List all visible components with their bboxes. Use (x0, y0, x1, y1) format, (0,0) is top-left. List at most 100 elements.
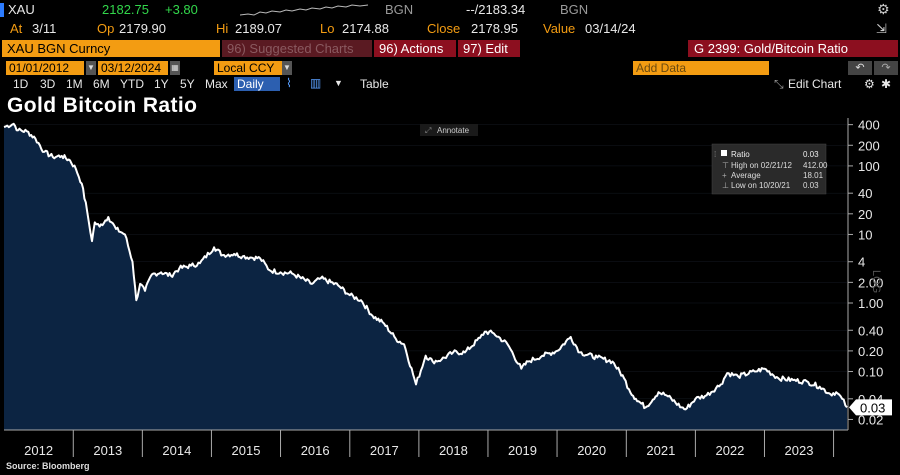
redo-icon[interactable]: ↷ (874, 61, 898, 75)
legend-dots-icon: ⁞ (714, 150, 716, 159)
start-date-field[interactable]: 01/01/2012 (6, 61, 84, 75)
period-max[interactable]: Max (205, 77, 228, 91)
x-tick-label: 2013 (93, 443, 122, 458)
period-1d[interactable]: 1D (13, 77, 29, 91)
series-ratio-area (4, 123, 847, 431)
y-tick-label: 40 (858, 186, 872, 201)
x-tick-label: 2015 (232, 443, 261, 458)
y-tick-label: 2.00 (858, 275, 883, 290)
value-date: 03/14/24 (585, 21, 636, 36)
bar-chart-icon[interactable]: ▥ (310, 76, 322, 90)
legend-swatch (721, 150, 727, 156)
x-axis: 2012 2013 2014 2015 2016 2017 2018 2019 2020 2021… (4, 429, 848, 458)
edit-chart-icon[interactable]: ⤡ (774, 77, 784, 91)
last-value-box (856, 399, 892, 416)
sparkline-icon (240, 4, 369, 16)
price-change: +3.80 (165, 2, 198, 17)
y-axis: 40020010040201042.001.000.400.200.100.04… (847, 118, 883, 430)
y-tick-label: 1.00 (858, 296, 883, 311)
export-icon[interactable]: ⇲ (876, 21, 887, 36)
legend-low-value: 0.03 (803, 181, 819, 190)
edit-chart-button[interactable]: Edit Chart (788, 77, 842, 91)
y-tick-label: 4 (858, 255, 865, 270)
quote-bar: XAU 2182.75 +3.80 BGN --/2183.34 BGN ⚙ (0, 0, 900, 21)
x-tick-label: 2022 (715, 443, 744, 458)
log-scale-icon: LOG (870, 270, 882, 293)
chevron-down-icon[interactable]: ▼ (282, 61, 292, 75)
low-label: Lo (320, 21, 335, 36)
currency-select[interactable]: Local CCY (214, 61, 282, 75)
toolbar-periods: 1D 3D 1M 6M YTD 1Y 5Y Max Daily ⌇ ▥ ▼ Ta… (0, 76, 900, 91)
legend-low-label: Low on 10/20/21 (731, 181, 791, 190)
annotate-button[interactable]: ⤢ Annotate (420, 124, 478, 136)
x-tick-label: 2023 (785, 443, 814, 458)
average-marker-icon: + (722, 171, 727, 180)
ticker-marker (0, 3, 4, 17)
add-data-input[interactable]: Add Data (633, 61, 769, 75)
zoom-icon[interactable]: ✱ (881, 77, 892, 91)
y-tick-label: 20 (858, 207, 872, 222)
period-6m[interactable]: 6M (93, 77, 110, 91)
frequency-select[interactable]: Daily (234, 77, 280, 91)
value-date-label: Value (543, 21, 576, 36)
bid-ask: --/2183.34 (466, 2, 526, 17)
legend-average-label: Average (731, 171, 761, 180)
high-label: Hi (216, 21, 229, 36)
at-label: At (10, 21, 23, 36)
annotate-icon: ⤢ (424, 126, 431, 135)
y-tick-label: 200 (858, 138, 880, 153)
open-value: 2179.90 (119, 21, 166, 36)
period-5y[interactable]: 5Y (180, 77, 195, 91)
y-tick-label: 0.40 (858, 323, 883, 338)
period-ytd[interactable]: YTD (120, 77, 144, 91)
y-tick-label: 0.10 (858, 365, 883, 380)
y-tick-label: 0.20 (858, 344, 883, 359)
open-label: Op (97, 21, 115, 36)
x-tick-label: 2019 (508, 443, 537, 458)
undo-icon[interactable]: ↶ (848, 61, 872, 75)
x-tick-label: 2017 (370, 443, 399, 458)
series-ratio-line (3, 122, 848, 411)
low-value: 2174.88 (342, 21, 389, 36)
chart-id-label: G 2399: Gold/Bitcoin Ratio (688, 40, 898, 57)
low-marker-icon: ⊥ (722, 181, 729, 190)
stat-bar: At 3/11 Op 2179.90 Hi 2189.07 Lo 2174.88… (0, 21, 900, 39)
period-1y[interactable]: 1Y (154, 77, 169, 91)
legend-average-value: 18.01 (803, 171, 824, 180)
edit-button[interactable]: 97) Edit (458, 40, 520, 57)
toolbar-range: 01/01/2012 ▼ 03/12/2024 ▦ Local CCY ▼ Ad… (0, 60, 900, 76)
period-3d[interactable]: 3D (40, 77, 56, 91)
close-label: Close (427, 21, 461, 36)
x-tick-label: 2021 (646, 443, 675, 458)
actions-button[interactable]: 96) Actions (374, 40, 456, 57)
chevron-down-icon[interactable]: ▼ (334, 78, 343, 88)
x-tick-label: 2018 (439, 443, 468, 458)
legend: ⁞ Ratio 0.03 ⊤ High on 02/21/12 412.00 +… (711, 143, 828, 195)
last-price: 2182.75 (102, 2, 149, 17)
chevron-down-icon[interactable]: ▼ (86, 61, 96, 75)
chart-title: Gold Bitcoin Ratio (7, 94, 198, 117)
high-value: 2189.07 (235, 21, 282, 36)
ticker-symbol[interactable]: XAU (8, 2, 35, 17)
line-chart-icon[interactable]: ⌇ (286, 76, 292, 90)
last-value-pointer (849, 399, 856, 416)
last-value-label: 0.03 (860, 400, 885, 415)
legend-high-value: 412.00 (803, 161, 828, 170)
close-value: 2178.95 (471, 21, 518, 36)
source-note: Source: Bloomberg (6, 461, 90, 471)
high-marker-icon: ⊤ (722, 161, 729, 170)
period-1m[interactable]: 1M (66, 77, 83, 91)
security-field[interactable]: XAU BGN Curncy (2, 40, 220, 57)
x-tick-label: 2014 (162, 443, 191, 458)
gear-icon[interactable]: ⚙ (864, 77, 875, 91)
table-button[interactable]: Table (360, 77, 389, 91)
y-tick-label: 10 (858, 227, 872, 242)
settings-icon[interactable]: ⚙ (877, 1, 890, 17)
log-scale-badge[interactable]: LOG (870, 270, 882, 293)
legend-last-value: 0.03 (803, 150, 819, 159)
end-date-field[interactable]: 03/12/2024 (98, 61, 168, 75)
at-value: 3/11 (32, 21, 57, 36)
calendar-icon[interactable]: ▦ (170, 61, 180, 75)
suggested-charts-button[interactable]: 96) Suggested Charts (222, 40, 372, 57)
